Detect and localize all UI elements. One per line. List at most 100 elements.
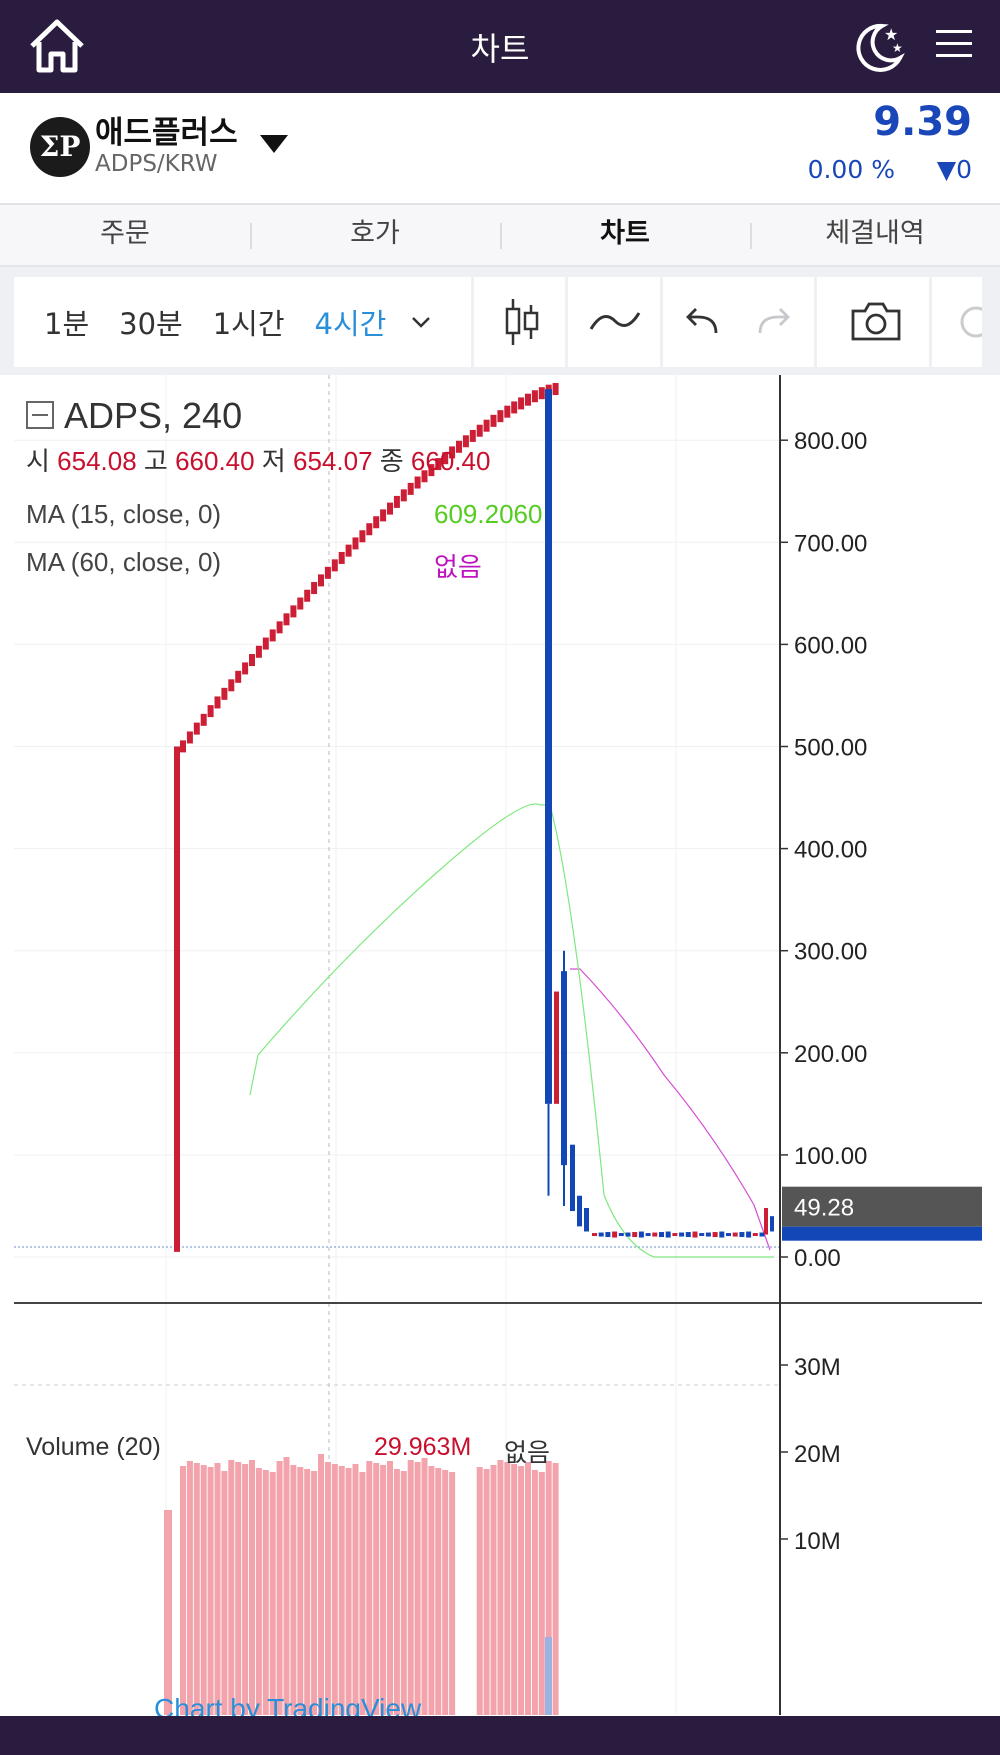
volume-bar: [407, 1460, 414, 1715]
candle: [746, 1231, 752, 1238]
ohlc-high-label: 고: [143, 446, 168, 476]
volume-bar: [221, 1471, 228, 1715]
undo-icon[interactable]: [684, 307, 720, 337]
candle: [612, 1231, 618, 1238]
coin-dropdown-icon[interactable]: [260, 135, 288, 153]
ma60-label[interactable]: MA (60, close, 0): [26, 547, 222, 577]
ma60-line: [570, 968, 771, 1251]
candle: [518, 397, 525, 410]
candle: [180, 740, 186, 753]
price-tick-label: 0.00: [794, 1245, 841, 1272]
volume-bar: [531, 1470, 538, 1715]
timeframe-4h[interactable]: 4시간: [314, 307, 387, 341]
candle: [659, 1232, 664, 1238]
volume-label[interactable]: Volume (20): [26, 1433, 161, 1461]
candle: [497, 410, 504, 423]
candle: [462, 435, 469, 448]
candle: [283, 613, 290, 626]
price-tick-label: 200.00: [794, 1041, 867, 1068]
timeframe-1m[interactable]: 1분: [44, 307, 90, 341]
candle: [200, 713, 207, 726]
timeframe-dropdown-icon[interactable]: [410, 315, 432, 329]
legend-ma60-row: MA (60, close, 0): [26, 547, 221, 578]
tab-orderbook[interactable]: 호가: [250, 205, 500, 265]
redo-icon[interactable]: [756, 307, 792, 337]
volume-bar: [324, 1462, 331, 1715]
volume-tick-label: 20M: [794, 1441, 841, 1468]
candle: [679, 1232, 685, 1237]
home-icon[interactable]: [26, 16, 88, 76]
volume-bar: [483, 1469, 490, 1715]
volume-bar: [193, 1463, 200, 1715]
volume-bar: [242, 1464, 249, 1715]
candle: [726, 1233, 731, 1237]
coin-name[interactable]: 애드플러스: [95, 115, 238, 151]
candle: [504, 405, 511, 418]
page-title: 차트: [470, 30, 530, 68]
settings-icon[interactable]: [954, 301, 982, 343]
camera-icon[interactable]: [849, 299, 903, 343]
legend-symbol-row: ADPS, 240: [26, 395, 242, 437]
volume-bar: [497, 1460, 504, 1715]
ohlc-open: 654.08: [57, 446, 137, 476]
volume-bar: [449, 1472, 456, 1715]
candle: [638, 1231, 644, 1238]
volume-value: 29.963M: [374, 1433, 472, 1461]
price-tick-label: 300.00: [794, 939, 867, 966]
candle: [545, 389, 552, 1104]
volume-bar: [276, 1461, 283, 1715]
candle: [387, 502, 393, 515]
candle: [407, 482, 414, 495]
coin-info-bar: ΣP 애드플러스 ADPS/KRW 9.39 0.00 % ▼0: [0, 93, 1000, 203]
coin-pair: ADPS/KRW: [95, 151, 218, 177]
volume-bar: [311, 1471, 318, 1715]
change-percent: 0.00 %: [807, 155, 895, 184]
candlestick-type-icon[interactable]: [502, 297, 542, 347]
volume-bar: [387, 1461, 393, 1715]
candle: [318, 574, 324, 587]
candle: [214, 696, 221, 709]
collapse-legend-icon[interactable]: [26, 401, 54, 430]
candle: [752, 1233, 758, 1237]
volume-bar: [545, 1637, 552, 1715]
volume-bar: [400, 1471, 407, 1715]
candle: [592, 1233, 597, 1237]
chart-area[interactable]: 800.00 700.00 600.00 500.00 400.00 300.00 200.…: [14, 375, 982, 1724]
volume-bar: [283, 1457, 290, 1715]
price-tick-label: 600.00: [794, 632, 867, 659]
ma15-label[interactable]: MA (15, close, 0): [26, 499, 222, 529]
candle: [269, 629, 276, 642]
tab-trade-history[interactable]: 체결내역: [750, 205, 1000, 265]
ohlc-low: 654.07: [293, 446, 373, 476]
volume-bar: [490, 1465, 497, 1715]
candle: [652, 1232, 658, 1237]
volume-bar: [331, 1464, 338, 1715]
candle: [483, 419, 490, 432]
tab-chart[interactable]: 차트: [500, 205, 750, 265]
candle: [421, 470, 428, 483]
candle: [242, 662, 249, 675]
timeframe-30m[interactable]: 30분: [119, 307, 183, 341]
candle: [338, 551, 345, 564]
indicators-icon[interactable]: [589, 305, 641, 335]
volume-tick-label: 10M: [794, 1528, 841, 1555]
night-mode-icon[interactable]: ★ ★: [852, 16, 906, 74]
price-chart[interactable]: 800.00 700.00 600.00 500.00 400.00 300.00 200.…: [14, 375, 982, 1715]
hamburger-menu-icon[interactable]: [934, 26, 974, 62]
ohlc-low-label: 저: [261, 446, 286, 476]
candle: [414, 476, 421, 489]
bottom-navigation: [0, 1716, 1000, 1755]
price-tick-label: 100.00: [794, 1143, 867, 1170]
price-tick-label: 700.00: [794, 530, 867, 557]
candle: [255, 645, 262, 658]
current-price-box: [782, 1226, 982, 1241]
change-absolute: ▼0: [936, 155, 972, 184]
volume-bar: [297, 1467, 304, 1715]
tab-order[interactable]: 주문: [100, 218, 150, 249]
candle: [490, 414, 497, 427]
timeframe-1h[interactable]: 1시간: [212, 307, 285, 341]
candle: [449, 446, 456, 459]
legend-ma15-row: MA (15, close, 0): [26, 499, 221, 530]
volume-bar: [359, 1472, 366, 1715]
volume-bar: [442, 1470, 449, 1715]
